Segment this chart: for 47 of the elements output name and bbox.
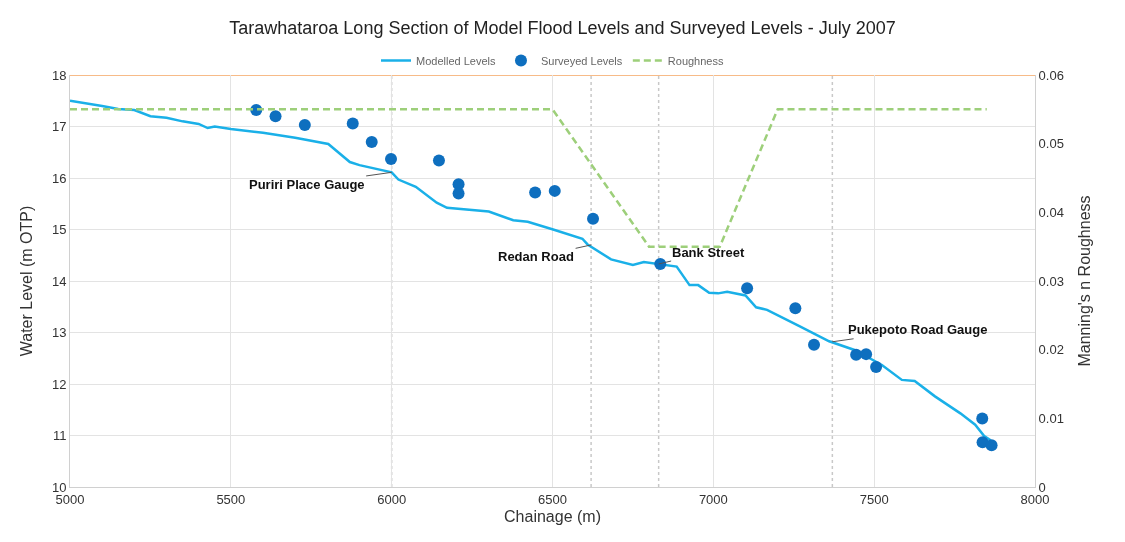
- point: [298, 118, 311, 131]
- point: [808, 338, 821, 351]
- point: [365, 135, 378, 148]
- y2-tick-label: 0.04: [1038, 204, 1064, 220]
- y2-axis-title: Manning's n Roughness: [1075, 195, 1093, 367]
- point: [385, 152, 398, 165]
- point: [741, 282, 754, 295]
- y2-tick-label: 0.01: [1038, 410, 1064, 426]
- legend-label: Roughness: [667, 54, 724, 67]
- annotation: Bank Street: [672, 245, 745, 260]
- legend-label: Surveyed Levels: [540, 54, 623, 67]
- point: [976, 412, 989, 425]
- y-tick-label: 16: [51, 170, 67, 186]
- y2-tick-label: 0.05: [1038, 136, 1064, 152]
- point: [432, 154, 445, 167]
- y2-tick-label: 0.03: [1038, 273, 1064, 289]
- legend-label: Modelled Levels: [416, 54, 496, 67]
- x-tick-label: 6000: [377, 491, 407, 507]
- annotation: Pukepoto Road Gauge: [848, 322, 988, 337]
- x-axis-title: Chainage (m): [504, 508, 601, 526]
- annotation: Redan Road: [498, 249, 574, 264]
- point: [860, 348, 873, 361]
- y-tick-label: 15: [51, 222, 67, 238]
- point: [529, 186, 542, 199]
- y-tick-label: 12: [51, 376, 67, 392]
- x-tick-label: 5500: [216, 491, 246, 507]
- x-tick-label: 7000: [698, 491, 728, 507]
- y-tick-label: 11: [52, 428, 67, 444]
- point: [870, 361, 883, 373]
- annotation: Puriri Place Gauge: [249, 177, 365, 192]
- point: [587, 212, 600, 225]
- point: [985, 439, 998, 452]
- point: [548, 184, 561, 197]
- y2-tick-label: 0.06: [1038, 67, 1064, 83]
- chart-title: Tarawhataroa Long Section of Model Flood Levels and Surveyed Levels - July 2007: [229, 18, 896, 39]
- point: [346, 117, 359, 130]
- x-tick-label: 7500: [859, 491, 889, 507]
- point: [269, 110, 282, 123]
- y-tick-label: 14: [51, 273, 67, 289]
- point: [789, 302, 802, 315]
- y-tick-label: 17: [51, 119, 67, 135]
- x-tick-label: 6500: [538, 491, 567, 507]
- y-axis-title: Water Level (m OTP): [17, 205, 35, 357]
- y-tick-label: 13: [51, 325, 67, 341]
- y2-tick-label: 0.02: [1038, 342, 1064, 358]
- point: [654, 258, 667, 270]
- y-tick-label: 18: [51, 67, 67, 83]
